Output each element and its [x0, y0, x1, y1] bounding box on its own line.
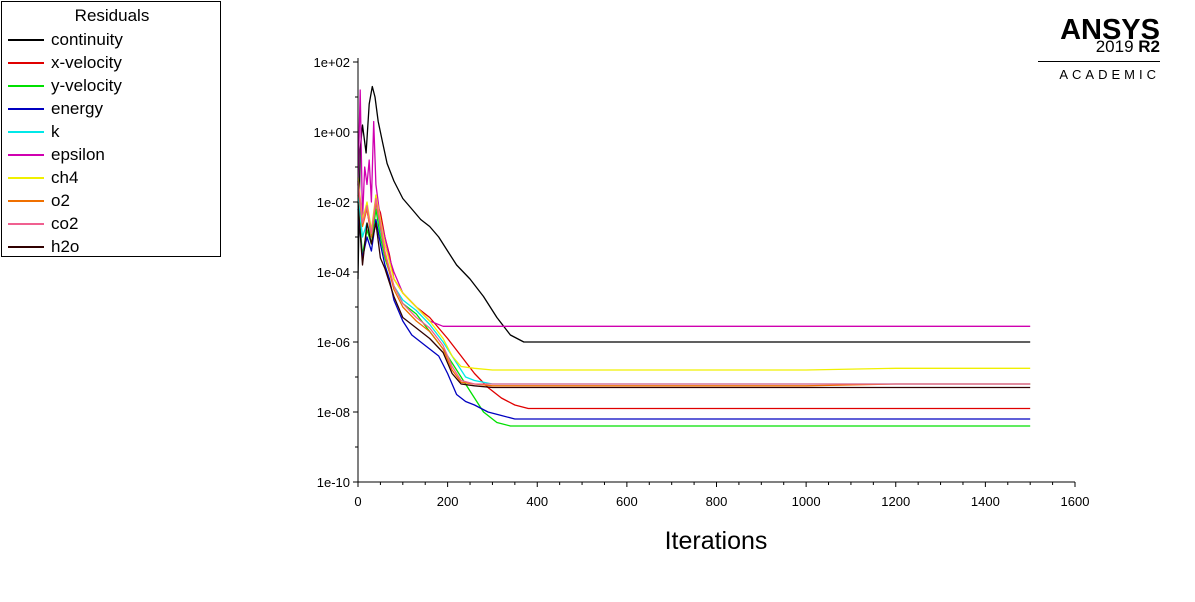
series-line-energy	[357, 208, 1031, 420]
legend-swatch	[8, 85, 44, 87]
y-tick-label: 1e+02	[313, 55, 350, 70]
legend-label: ch4	[51, 168, 79, 187]
legend-label: o2	[51, 191, 70, 210]
x-tick-label: 1400	[971, 494, 1000, 509]
x-tick-label: 1200	[881, 494, 910, 509]
legend-label: x-velocity	[51, 53, 122, 72]
legend-label: epsilon	[51, 145, 105, 164]
logo-name: ANSYS	[1060, 14, 1160, 46]
x-tick-label: 600	[616, 494, 638, 509]
legend-item: epsilon	[2, 144, 220, 167]
x-tick-label: 400	[526, 494, 548, 509]
legend-label: h2o	[51, 237, 80, 256]
legend-item: h2o	[2, 236, 220, 259]
legend-label: co2	[51, 214, 79, 233]
x-tick-label: 800	[706, 494, 728, 509]
logo-divider	[1038, 61, 1160, 62]
legend-label: y-velocity	[51, 76, 122, 95]
y-tick-label: 1e-10	[317, 475, 350, 490]
logo-version-release: R2	[1138, 37, 1160, 56]
series-line-continuity	[357, 85, 1031, 343]
legend-swatch	[8, 223, 44, 225]
x-tick-label: 1000	[792, 494, 821, 509]
legend-label: energy	[51, 99, 103, 118]
legend: Residuals continuity x-velocity y-velocity…	[1, 1, 221, 257]
legend-swatch	[8, 200, 44, 202]
legend-title: Residuals	[74, 6, 150, 25]
legend-swatch	[8, 131, 44, 133]
y-tick-label: 1e-04	[317, 265, 350, 280]
legend-swatch	[8, 39, 44, 41]
series-line-k	[357, 194, 1031, 385]
logo-edition: ACADEMIC	[1059, 67, 1160, 82]
y-tick-label: 1e+00	[313, 125, 350, 140]
legend-swatch	[8, 177, 44, 179]
series-line-o2	[357, 184, 1031, 387]
legend-item: y-velocity	[2, 75, 220, 98]
logo-version-year: 2019	[1095, 37, 1134, 56]
x-tick-label: 200	[437, 494, 459, 509]
legend-item: o2	[2, 190, 220, 213]
series-line-x-velocity	[357, 184, 1031, 410]
legend-item: x-velocity	[2, 52, 220, 75]
legend-item: energy	[2, 98, 220, 121]
legend-item: co2	[2, 213, 220, 236]
series-line-y-velocity	[357, 201, 1031, 427]
legend-item: k	[2, 121, 220, 144]
logo-version: 2019 R2	[1096, 37, 1160, 57]
y-tick-label: 1e-06	[317, 335, 350, 350]
x-axis-label: Iterations	[665, 527, 768, 555]
legend-item: ch4	[2, 167, 220, 190]
legend-swatch	[8, 108, 44, 110]
legend-swatch	[8, 154, 44, 156]
series-lines	[357, 85, 1031, 427]
legend-swatch	[8, 246, 44, 248]
series-line-ch4	[357, 177, 1031, 371]
y-tick-label: 1e-02	[317, 195, 350, 210]
x-tick-label: 0	[354, 494, 361, 509]
legend-label: continuity	[51, 30, 123, 49]
series-line-co2	[357, 180, 1031, 385]
series-line-h2o	[357, 201, 1031, 389]
legend-swatch	[8, 62, 44, 64]
tick-marks	[355, 96, 1054, 485]
legend-item: continuity	[2, 29, 220, 52]
ansys-logo: ANSYS 2019 R2 ACADEMIC	[1030, 10, 1170, 90]
legend-label: k	[51, 122, 60, 141]
axes: 0 200 400 600 800 1000 1200 1400 1600 1e-10 1e-08 1…	[313, 55, 1089, 509]
series-line-epsilon	[357, 89, 1031, 327]
x-tick-label: 1600	[1061, 494, 1090, 509]
y-tick-label: 1e-08	[317, 405, 350, 420]
